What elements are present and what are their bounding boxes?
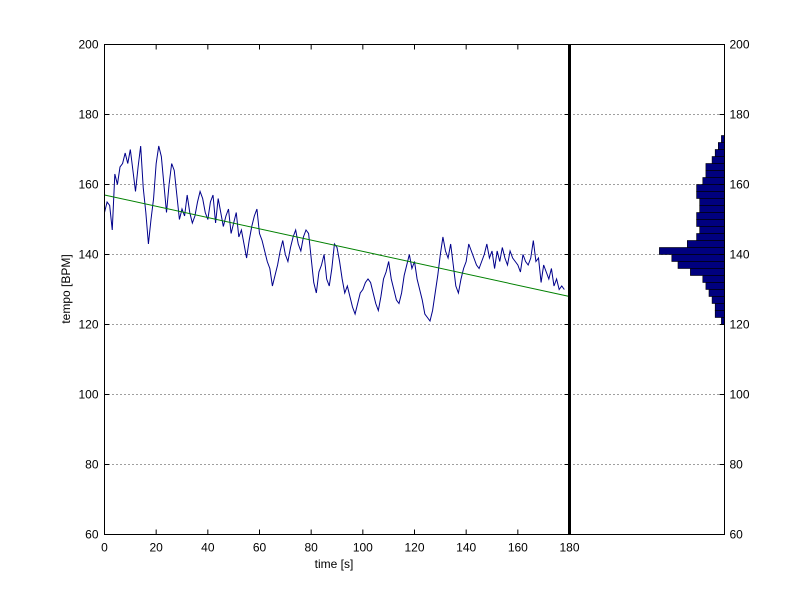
main-plot-area: [104, 44, 570, 535]
x-tick-label: 100: [353, 541, 373, 555]
x-axis-label: time [s]: [315, 557, 354, 571]
histogram-bar: [696, 184, 725, 192]
histogram-plot-area: [569, 44, 725, 535]
histogram-bar: [714, 310, 725, 318]
histogram-bar: [717, 142, 725, 150]
histogram-bar: [705, 163, 725, 171]
histogram-bar: [686, 240, 725, 248]
histogram-bar: [705, 282, 725, 290]
y-tick-label-right: 80: [730, 458, 744, 472]
x-tick-label: 40: [201, 541, 215, 555]
y-tick-label: 80: [85, 458, 99, 472]
y-tick-label: 120: [78, 318, 98, 332]
y-tick-label-right: 100: [730, 388, 750, 402]
y-tick-label: 60: [85, 528, 99, 542]
x-tick-label: 120: [404, 541, 424, 555]
y-ticks-left: 60 80 100 120 140 160 180 200: [78, 38, 570, 542]
y-tick-label: 140: [78, 248, 98, 262]
y-axis-label: tempo [BPM]: [59, 254, 73, 323]
y-tick-label: 160: [78, 178, 98, 192]
x-tick-label: 160: [508, 541, 528, 555]
histogram-bar: [696, 191, 725, 199]
y-tick-label-right: 160: [730, 178, 750, 192]
histogram-bar: [711, 296, 725, 304]
histogram-bar: [690, 268, 725, 276]
histogram-bar: [711, 156, 725, 164]
x-tick-label: 20: [149, 541, 163, 555]
y-tick-label-right: 120: [730, 318, 750, 332]
x-tick-label: 140: [456, 541, 476, 555]
histogram-bar: [708, 289, 725, 297]
histogram-bar: [696, 219, 725, 227]
x-tick-label: 60: [253, 541, 267, 555]
histogram-bar: [714, 303, 725, 311]
histogram-bar: [671, 254, 725, 262]
histogram-bar: [659, 247, 725, 255]
y-tick-label-right: 180: [730, 108, 750, 122]
histogram-bar: [677, 261, 725, 269]
y-tick-label-right: 140: [730, 248, 750, 262]
histogram-axes-frame: [569, 44, 725, 535]
x-ticks: 0 20 40 60 80 100 120 140 160 180: [101, 44, 580, 555]
x-tick-label: 0: [101, 541, 108, 555]
y-tick-label: 100: [78, 388, 98, 402]
y-tick-label: 180: [78, 108, 98, 122]
histogram-bar: [696, 233, 725, 241]
axes-frame: [104, 44, 725, 535]
grid: [104, 114, 725, 465]
y-tick-label-right: 200: [730, 38, 750, 52]
tempo-line: [104, 145, 565, 323]
histogram-bar: [699, 198, 725, 206]
trend-line: [104, 194, 570, 297]
x-tick-label: 80: [304, 541, 318, 555]
y-tick-label-right: 60: [730, 528, 744, 542]
histogram-bar: [705, 170, 725, 178]
histogram-bar: [696, 212, 725, 220]
y-ticks-right: 60 80 100 120 140 160 180 200: [719, 38, 750, 542]
histogram-bar: [699, 205, 725, 213]
histogram-bar: [702, 275, 725, 283]
y-tick-label: 200: [78, 38, 98, 52]
histogram-bar: [702, 177, 725, 185]
histogram-bar: [714, 149, 725, 157]
x-tick-label: 180: [559, 541, 579, 555]
histogram-bar: [699, 226, 725, 234]
